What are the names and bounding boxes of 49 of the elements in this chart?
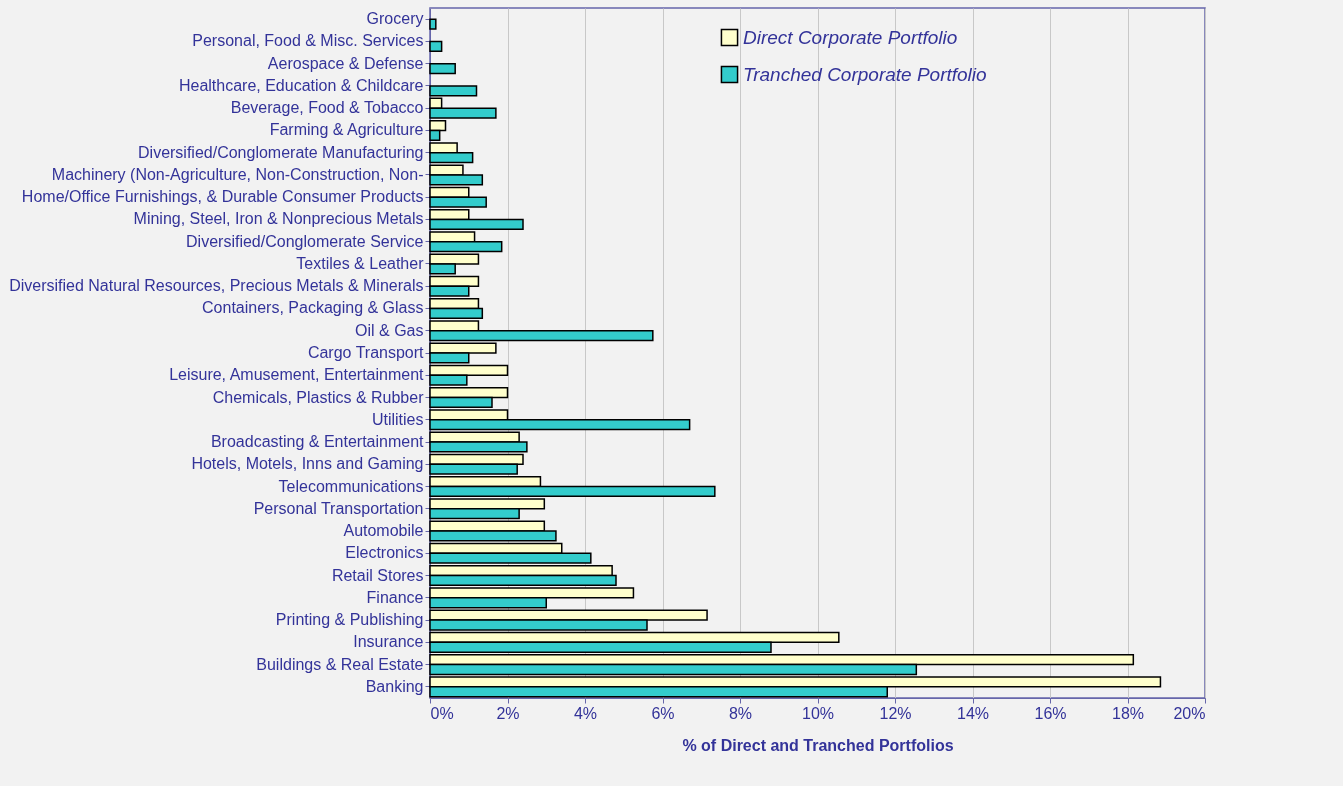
y-tick-label: Cargo Transport xyxy=(307,344,425,361)
x-tick-label: 6% xyxy=(651,704,675,722)
x-tick-label: 14% xyxy=(956,704,990,722)
x-tick-label: 4% xyxy=(573,704,598,722)
x-tick-label: 0% xyxy=(430,704,454,722)
y-tick-label: Aerospace & Defense xyxy=(267,54,424,72)
y-tick-label: Containers, Packaging & Glass xyxy=(202,299,424,317)
y-tick-label: Utilities xyxy=(371,410,424,428)
x-tick-label: 12% xyxy=(879,704,912,722)
y-tick-label: Home/Office Furnishings, & Durable Consumer Products xyxy=(21,188,424,206)
y-tick-label: Healthcare, Education & Childcare xyxy=(178,76,424,94)
y-tick-label: Diversified/Conglomerate Service xyxy=(186,232,424,250)
legend-label: Direct Corporate Portfolio xyxy=(743,26,958,48)
y-tick-label: Printing & Publishing xyxy=(275,611,424,629)
bar xyxy=(429,18,437,30)
y-tick-label: Oil & Gas xyxy=(355,321,424,339)
y-tick-label: Personal, Food & Misc. Services xyxy=(192,32,424,50)
y-tick-label: Machinery (Non-Agriculture, Non-Construction, Non- xyxy=(51,165,424,183)
x-tick-label: 18% xyxy=(1111,704,1145,722)
y-tick-label: Diversified/Conglomerate Manufacturing xyxy=(138,143,424,161)
y-tick-label: Diversified Natural Resources, Precious Metals & Minerals xyxy=(9,277,424,295)
y-tick-label: Banking xyxy=(365,677,424,695)
y-tick-label: Buildings & Real Estate xyxy=(256,655,424,673)
y-tick-label: Broadcasting & Entertainment xyxy=(210,433,425,451)
y-tick-label: Insurance xyxy=(353,633,424,651)
y-tick-label: Chemicals, Plastics & Rubber xyxy=(212,388,425,406)
y-tick-label: Beverage, Food & Tobacco xyxy=(230,99,424,117)
x-tick-label: 8% xyxy=(728,704,753,722)
y-tick-label: Retail Stores xyxy=(331,566,424,584)
x-axis-title: % of Direct and Tranched Portfolios xyxy=(682,736,954,754)
y-tick-label: Finance xyxy=(366,588,424,606)
y-tick-label: Automobile xyxy=(343,522,424,540)
y-tick-label: Telecommunications xyxy=(278,477,424,495)
y-tick-label: Hotels, Motels, Inns and Gaming xyxy=(191,455,424,473)
bar xyxy=(429,40,443,52)
y-tick-label: Personal Transportation xyxy=(253,499,424,517)
y-tick-label: Farming & Agriculture xyxy=(269,121,424,139)
y-tick-label: Leisure, Amusement, Entertainment xyxy=(169,366,425,384)
bar xyxy=(429,62,456,75)
x-tick-label: 2% xyxy=(496,704,520,722)
bar xyxy=(429,85,478,97)
x-tick-label: 20% xyxy=(1173,704,1206,722)
y-tick-label: Electronics xyxy=(345,544,424,562)
y-tick-label: Mining, Steel, Iron & Nonprecious Metals xyxy=(133,210,424,228)
legend-label: Tranched Corporate Portfolio xyxy=(743,63,987,85)
x-tick-label: 10% xyxy=(801,704,835,722)
x-tick-label: 16% xyxy=(1034,704,1067,722)
y-tick-label: Textiles & Leather xyxy=(296,254,425,272)
y-tick-label: Grocery xyxy=(366,10,424,28)
